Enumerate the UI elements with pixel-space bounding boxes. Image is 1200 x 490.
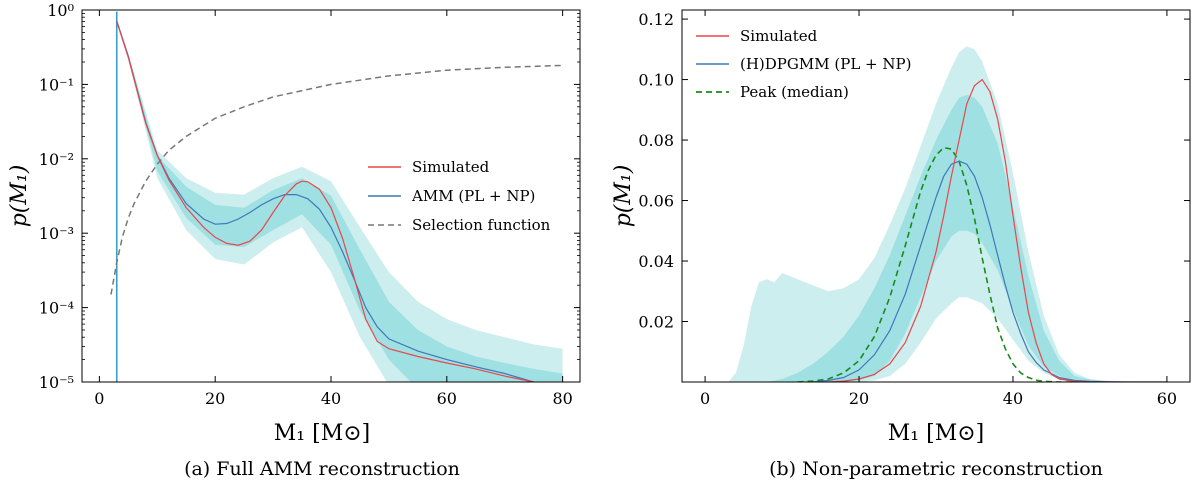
x-tick-label: 40 <box>1003 389 1023 408</box>
y-tick-label: 10⁻² <box>39 150 74 169</box>
y-tick-label: 0.10 <box>638 71 674 90</box>
panel-a: 0 20 40 60 80 10⁻⁵ 10⁻⁴ 10⁻³ 10⁻² 10⁻¹ 10⁰ M₁ [M⊙]… <box>7 1 581 480</box>
x-tick-label: 60 <box>437 389 457 408</box>
line-simulated <box>116 21 534 382</box>
axes-frame <box>681 9 1191 383</box>
ticks: 0 20 40 60 0.02 0.04 0.06 0.08 0.10 0.12 <box>638 10 1190 408</box>
y-tick-label: 0.04 <box>638 252 674 271</box>
y-tick-label: 10⁻¹ <box>39 75 74 94</box>
x-tick-label: 80 <box>552 389 572 408</box>
y-tick-label: 0.06 <box>638 192 674 211</box>
y-tick-label: 10⁻⁴ <box>39 299 74 318</box>
legend: Simulated AMM (PL + NP) Selection functi… <box>368 158 551 234</box>
line-simulated <box>828 78 1167 382</box>
legend-label-simulated: Simulated <box>740 27 818 45</box>
y-tick-label: 0.12 <box>638 10 674 29</box>
y-tick-label: 10⁻⁵ <box>39 373 74 392</box>
legend-label-simulated: Simulated <box>412 158 490 176</box>
x-axis-label: M₁ [M⊙] <box>274 421 370 446</box>
y-axis-label: p(M₁) <box>7 165 32 228</box>
y-tick-label: 0.08 <box>638 131 674 150</box>
x-tick-label: 20 <box>205 389 225 408</box>
x-tick-label: 40 <box>321 389 341 408</box>
line-hdpgmm <box>812 160 1167 382</box>
caption-b: (b) Non-parametric reconstruction <box>769 458 1103 480</box>
x-axis-label: M₁ [M⊙] <box>888 421 984 446</box>
credible-band-outer <box>116 19 563 382</box>
credible-band-inner <box>116 19 563 382</box>
panel-b: 0 20 40 600.020.040.060.080.100.12 M₁ [M⊙] … <box>611 9 1191 480</box>
y-tick-label: 0.02 <box>638 313 674 332</box>
line-peak-median <box>797 146 1090 382</box>
x-tick-label: 60 <box>1157 389 1177 408</box>
y-axis-label: p(M₁) <box>611 165 636 228</box>
y-tick-label: 10⁻³ <box>39 224 74 243</box>
legend-label-peak: Peak (median) <box>740 83 849 101</box>
x-tick-label: 0 <box>700 389 710 408</box>
legend-label-amm: AMM (PL + NP) <box>411 187 535 205</box>
credible-band-inner <box>766 94 1137 382</box>
legend-label-hdpgmm: (H)DPGMM (PL + NP) <box>740 55 911 73</box>
x-tick-label: 20 <box>849 389 869 408</box>
line-amm <box>116 20 534 382</box>
y-tick-label: 10⁰ <box>47 1 74 20</box>
legend-label-selection: Selection function <box>412 216 551 234</box>
ticks: 0 20 40 60 80 10⁻⁵ 10⁻⁴ 10⁻³ 10⁻² 10⁻¹ 10⁰ <box>39 1 580 408</box>
x-tick-label: 0 <box>94 389 104 408</box>
legend: Simulated (H)DPGMM (PL + NP) Peak (media… <box>696 27 911 101</box>
line-selection-function <box>110 64 563 295</box>
caption-a: (a) Full AMM reconstruction <box>184 458 460 480</box>
